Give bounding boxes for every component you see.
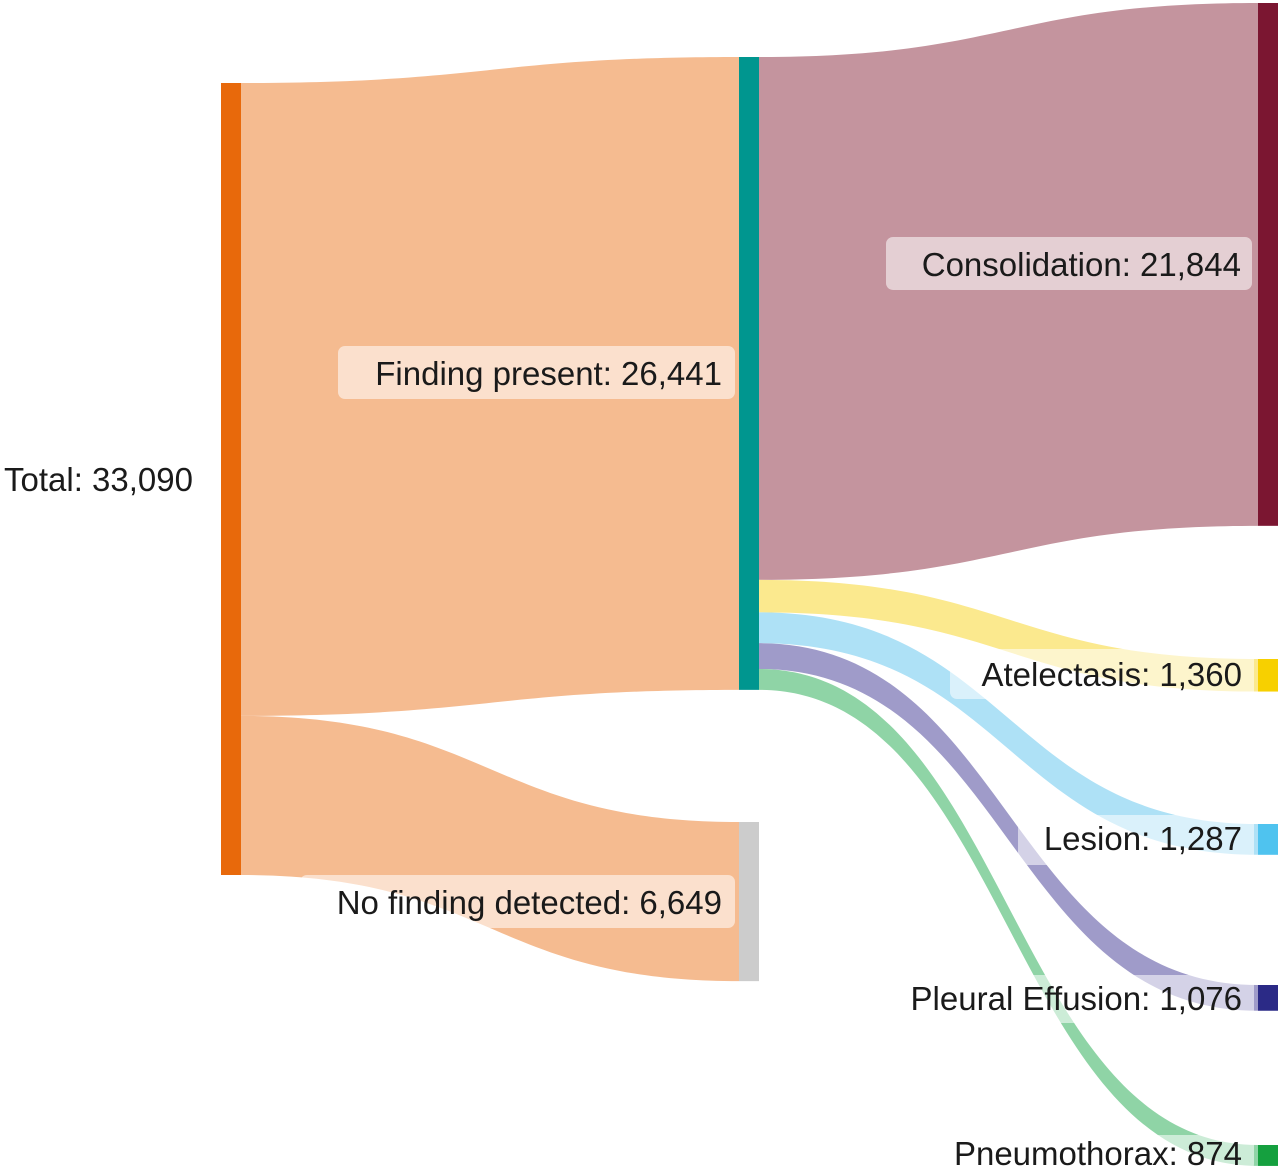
node-label-pneumothorax: Pneumothorax: 874 (954, 1135, 1242, 1171)
label-bg-atelectasis (950, 649, 1254, 699)
node-consolidation (1258, 3, 1278, 526)
label-bg-pleural-effusion (875, 975, 1254, 1023)
node-atelectasis (1258, 659, 1278, 692)
node-total (221, 83, 241, 875)
label-bg-no-finding (300, 875, 735, 928)
node-pneumothorax (1258, 1145, 1278, 1166)
node-label-lesion: Lesion: 1,287 (1044, 820, 1242, 857)
node-label-no-finding: No finding detected: 6,649 (337, 884, 722, 921)
label-bg-finding-present (338, 346, 735, 399)
link-finding-present-to-pneumothorax (759, 668, 1258, 1166)
node-label-pleural-effusion: Pleural Effusion: 1,076 (911, 980, 1242, 1017)
node-pleural-effusion (1258, 985, 1278, 1011)
label-bg-lesion (1018, 815, 1254, 865)
link-finding-present-to-pleural-effusion (759, 643, 1258, 1011)
node-label-finding-present: Finding present: 26,441 (375, 355, 722, 392)
link-finding-present-to-lesion (759, 612, 1258, 855)
node-label-total: Total: 33,090 (4, 461, 193, 498)
label-bg-pneumothorax (922, 1135, 1254, 1171)
node-lesion (1258, 824, 1278, 855)
link-total-to-no-finding (241, 715, 739, 982)
node-no-finding (739, 822, 759, 982)
link-finding-present-to-consolidation (759, 3, 1258, 580)
node-finding-present (739, 57, 759, 690)
node-label-consolidation: Consolidation: 21,844 (922, 246, 1241, 283)
sankey-labels: Total: 33,090 Finding present: 26,441 No… (4, 237, 1254, 1171)
label-bg-consolidation (886, 237, 1252, 290)
sankey-nodes (221, 3, 1278, 1166)
node-label-atelectasis: Atelectasis: 1,360 (982, 656, 1243, 693)
